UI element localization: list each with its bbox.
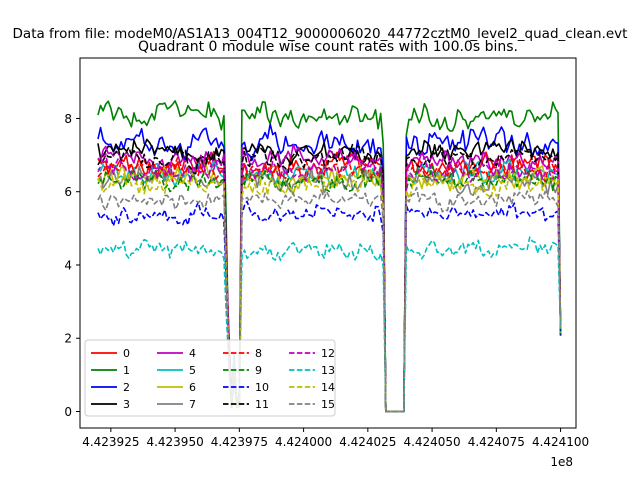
legend-label-9: 9	[255, 364, 262, 377]
figure-suptitle: Data from file: modeM0/AS1A13_004T12_900…	[13, 26, 628, 42]
plot-area	[97, 100, 562, 413]
series-line-4	[97, 143, 562, 413]
y-axis-ticks: 0 2 4 6 8	[64, 112, 80, 419]
series-line-8	[97, 156, 562, 413]
y-tick-label: 6	[64, 185, 72, 199]
x-tick-label: 4.424050	[403, 435, 460, 449]
legend-label-2: 2	[123, 381, 130, 394]
axes-frame	[79, 57, 577, 429]
y-tick-label: 2	[64, 332, 72, 346]
chart-title: Quadrant 0 module wise count rates with …	[138, 39, 518, 55]
series-line-12	[97, 152, 562, 413]
x-tick-label: 4.424075	[468, 435, 525, 449]
y-tick-label: 8	[64, 112, 72, 126]
legend-label-8: 8	[255, 347, 262, 360]
x-tick-label: 4.423975	[211, 435, 268, 449]
legend-label-0: 0	[123, 347, 130, 360]
series-line-10	[97, 200, 562, 413]
legend-label-11: 11	[255, 398, 269, 411]
legend-box	[84, 339, 336, 417]
legend-label-13: 13	[321, 364, 335, 377]
x-tick-label: 4.424100	[532, 435, 589, 449]
legend-label-3: 3	[123, 398, 130, 411]
x-axis-ticks: 4.423925 4.423950 4.423975 4.424000 4.424025…	[82, 428, 589, 449]
legend-label-1: 1	[123, 364, 130, 377]
legend-label-5: 5	[189, 364, 196, 377]
series-line-13	[97, 236, 562, 413]
x-tick-label: 4.424025	[339, 435, 396, 449]
x-tick-label: 4.424000	[275, 435, 332, 449]
legend-label-6: 6	[189, 381, 196, 394]
x-offset-label: 1e8	[550, 455, 573, 469]
series-line-1	[97, 100, 562, 413]
y-tick-label: 0	[64, 405, 72, 419]
legend-label-10: 10	[255, 381, 269, 394]
legend-label-7: 7	[189, 398, 196, 411]
legend-label-12: 12	[321, 347, 335, 360]
legend-label-15: 15	[321, 398, 335, 411]
x-tick-label: 4.423950	[146, 435, 203, 449]
y-tick-label: 4	[64, 258, 72, 272]
legend-label-14: 14	[321, 381, 335, 394]
x-tick-label: 4.423925	[82, 435, 139, 449]
series-line-14	[97, 168, 562, 413]
legend-label-4: 4	[189, 347, 196, 360]
